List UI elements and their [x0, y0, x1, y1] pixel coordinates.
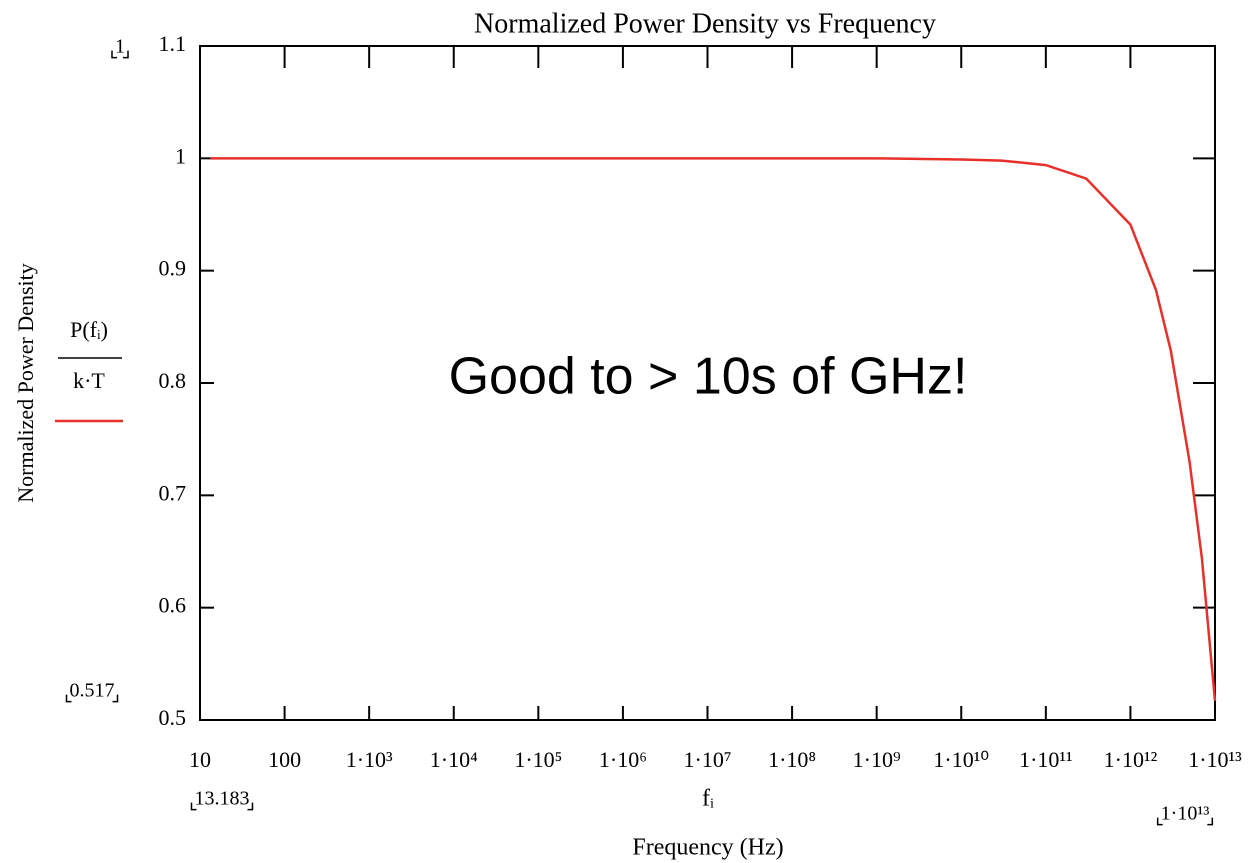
y-axis-label: Normalized Power Density — [13, 263, 38, 503]
x-tick-label: 1·10⁵ — [514, 747, 562, 772]
range-label: 13.183 — [195, 788, 250, 810]
x-tick-label: 1·10⁷ — [684, 747, 732, 772]
y-tick-label: 0.5 — [159, 705, 187, 730]
y-tick-label: 0.7 — [159, 480, 187, 505]
x-tick-label: 1·10⁹ — [853, 747, 901, 772]
range-bracket — [1156, 817, 1214, 826]
y-expression-numerator: P(fᵢ) — [70, 317, 108, 342]
y-tick-label: 0.6 — [159, 593, 187, 618]
x-tick-label: 100 — [268, 747, 301, 772]
data-line — [210, 157, 1217, 702]
range-bracket — [190, 802, 254, 811]
y-tick-label: 1 — [175, 143, 186, 168]
x-tick-label: 1·10¹⁰ — [933, 747, 989, 772]
annotation: Good to > 10s of GHz! — [449, 348, 968, 406]
x-tick-label: 1·10⁸ — [768, 747, 816, 772]
x-tick-label: 1·10¹¹ — [1019, 747, 1073, 772]
x-tick-label: 1·10¹² — [1104, 747, 1158, 772]
x-expression: fᵢ — [702, 786, 714, 812]
range-label: 1·10¹³ — [1161, 803, 1210, 825]
range-bracket — [111, 50, 129, 59]
y-tick-label: 1.1 — [159, 31, 187, 56]
range-label: 1 — [115, 36, 125, 58]
range-label: 0.517 — [70, 680, 115, 702]
chart-title: Normalized Power Density vs Frequency — [474, 8, 936, 39]
x-axis-label: Frequency (Hz) — [632, 835, 783, 861]
y-tick-label: 0.8 — [159, 368, 187, 393]
x-tick-label: 1·10⁴ — [430, 747, 478, 772]
y-tick-label: 0.9 — [159, 256, 187, 281]
y-expression-denominator: k·T — [73, 368, 105, 393]
x-tick-label: 10 — [189, 747, 211, 772]
x-tick-label: 1·10³ — [346, 747, 393, 772]
x-tick-label: 1·10¹³ — [1188, 747, 1242, 772]
range-bracket — [65, 694, 119, 703]
x-tick-label: 1·10⁶ — [599, 747, 647, 772]
